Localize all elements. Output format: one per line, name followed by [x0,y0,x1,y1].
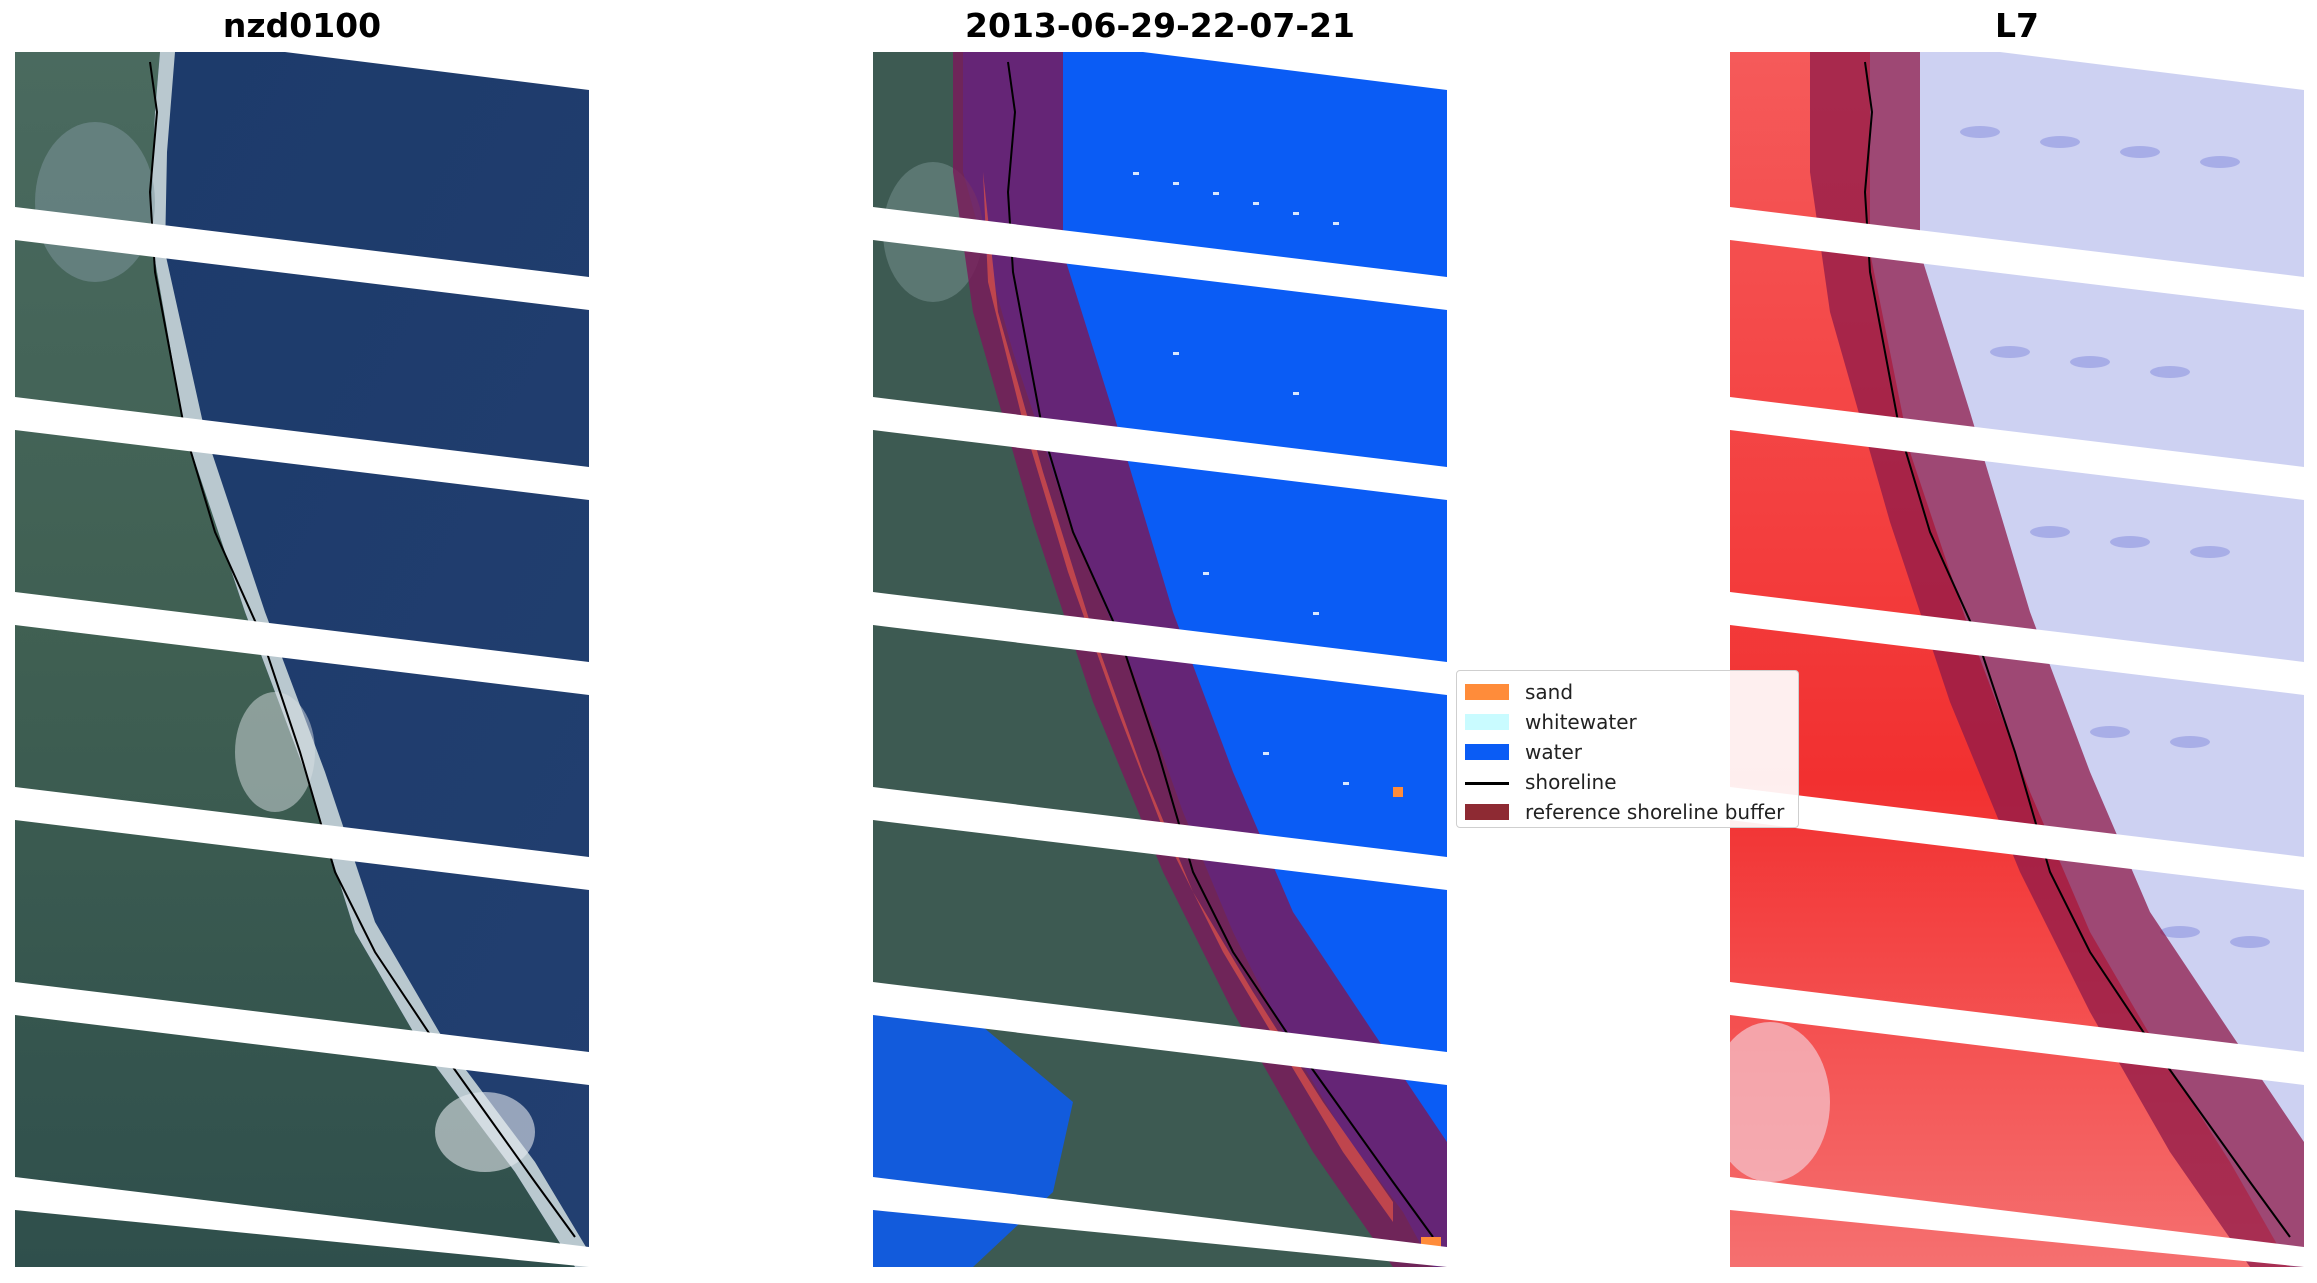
index-image-panel [1730,52,2304,1267]
legend-item-reference-shoreline-buffer: reference shoreline buffer [1465,797,1790,827]
legend-item-sand: sand [1465,677,1790,707]
sand-swatch [1465,684,1509,700]
legend-label: reference shoreline buffer [1525,800,1785,824]
index-image [1730,52,2304,1267]
classified-image-panel [873,52,1447,1267]
legend-item-shoreline: shoreline [1465,767,1790,797]
legend-label: sand [1525,680,1574,704]
legend: sand whitewater water shoreline referenc… [1456,670,1799,828]
legend-label: water [1525,740,1582,764]
legend-item-water: water [1465,737,1790,767]
rgb-image-panel [15,52,589,1267]
water-swatch [1465,744,1509,760]
legend-label: shoreline [1525,770,1617,794]
buffer-swatch [1465,804,1509,820]
legend-item-whitewater: whitewater [1465,707,1790,737]
classified-image [873,52,1447,1267]
rgb-image [15,52,589,1267]
panel-title-1: nzd0100 [222,6,382,45]
legend-label: whitewater [1525,710,1637,734]
panel-title-3: L7 [1995,6,2039,45]
shoreline-line-swatch [1465,781,1509,785]
panel-title-2: 2013-06-29-22-07-21 [965,6,1355,45]
whitewater-swatch [1465,714,1509,730]
